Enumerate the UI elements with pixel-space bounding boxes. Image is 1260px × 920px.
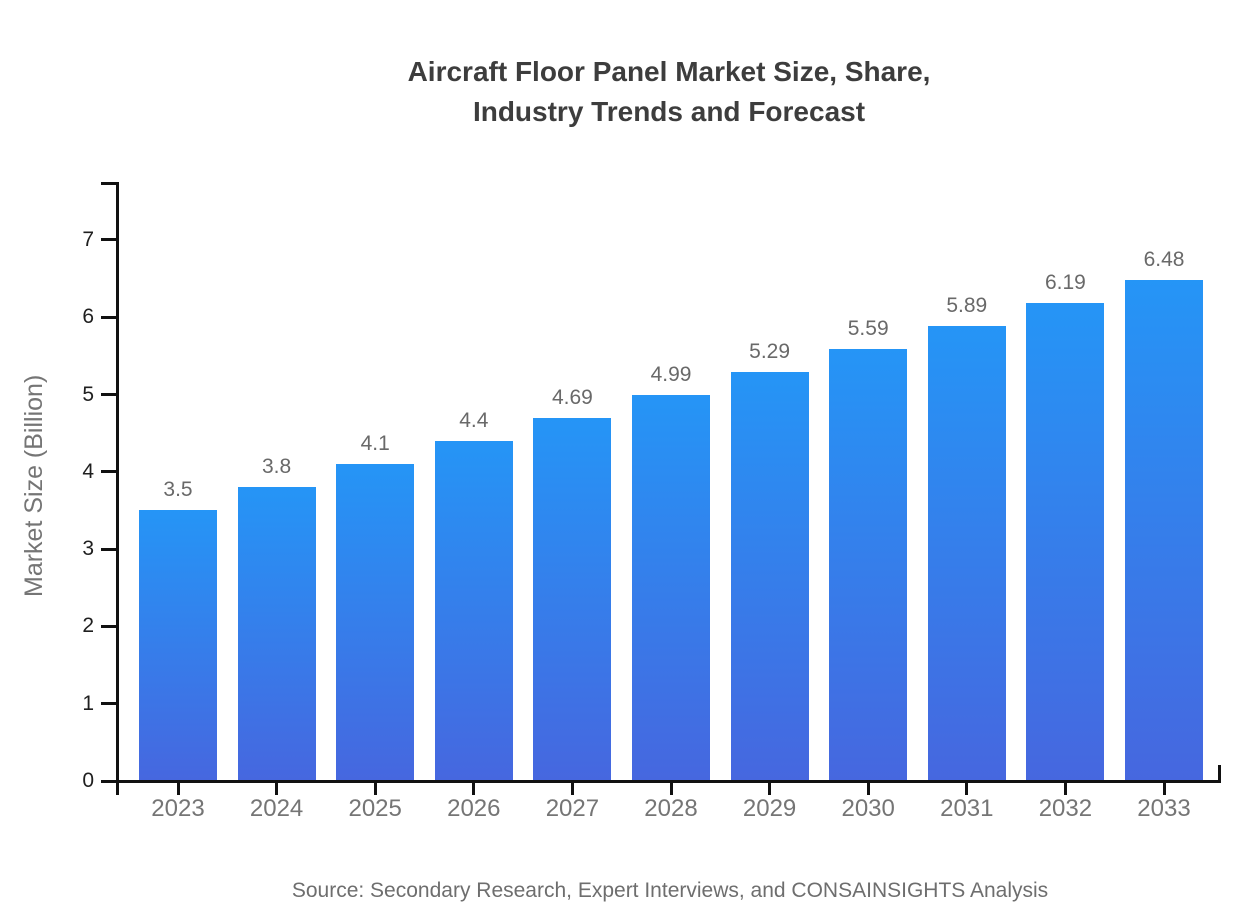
bar-value-label: 4.4 <box>459 408 489 432</box>
x-axis-tick-label: 2023 <box>151 795 205 822</box>
y-axis-tick <box>100 547 116 551</box>
bar-value-label: 5.59 <box>847 316 889 340</box>
x-axis-tick <box>176 781 180 795</box>
bar-value-label: 6.48 <box>1143 248 1185 272</box>
bar-2026 <box>434 440 513 780</box>
y-axis-tick <box>100 470 116 474</box>
x-axis-tick <box>669 781 673 795</box>
x-axis-tick-label: 2025 <box>348 795 402 822</box>
bar-2027 <box>533 418 612 780</box>
x-axis-line <box>115 779 1221 783</box>
x-axis-tick-label: 2033 <box>1137 795 1191 822</box>
y-axis-tick <box>100 238 116 242</box>
bar-value-label: 4.99 <box>650 363 692 387</box>
y-axis-tick-label: 2 <box>82 614 94 638</box>
x-axis-tick-label: 2029 <box>742 795 797 822</box>
source-note: Source: Secondary Research, Expert Inter… <box>291 879 1049 902</box>
bar-2031 <box>927 325 1006 780</box>
x-axis-tick <box>570 781 574 795</box>
x-axis-tick <box>472 781 476 795</box>
x-axis-tick <box>768 781 772 795</box>
y-axis-tick <box>100 315 116 319</box>
chart-title: Aircraft Floor Panel Market Size, Share,… <box>117 52 1221 132</box>
x-axis-tick-label: 2031 <box>940 795 994 822</box>
y-axis-tick <box>100 779 116 783</box>
y-axis-tick <box>100 702 116 706</box>
bar-2030 <box>829 348 908 780</box>
x-axis-tick <box>866 781 870 795</box>
bar-2029 <box>730 372 809 780</box>
bar-value-label: 3.8 <box>261 455 292 479</box>
y-axis-tick <box>100 393 116 396</box>
x-axis-tick-label: 2027 <box>545 795 600 822</box>
bar-value-label: 4.69 <box>551 386 593 410</box>
y-axis-tick-label: 7 <box>82 227 94 251</box>
y-axis-tick <box>100 624 116 628</box>
x-axis-tick <box>965 781 969 795</box>
x-axis-tick <box>1162 781 1166 795</box>
x-axis-tick-label: 2030 <box>841 795 895 822</box>
x-axis-tick-label: 2024 <box>249 795 304 822</box>
bar-value-label: 5.29 <box>749 340 791 364</box>
bar-value-label: 3.5 <box>163 478 193 502</box>
x-axis-end-cap <box>1218 764 1221 780</box>
y-axis-tick-label: 4 <box>82 459 94 483</box>
x-axis-tick <box>373 781 377 795</box>
bar-value-label: 5.89 <box>946 293 988 317</box>
x-axis-tick <box>1063 781 1067 795</box>
y-axis-tick-label: 0 <box>82 769 94 792</box>
y-axis-title: Market Size (Billion) <box>20 374 48 597</box>
y-axis-line <box>115 182 119 795</box>
y-axis-end-cap <box>100 182 116 185</box>
bar-2028 <box>632 395 710 780</box>
x-axis-tick-label: 2032 <box>1038 795 1093 822</box>
x-axis-tick-label: 2028 <box>644 795 698 822</box>
chart-title-line-1: Aircraft Floor Panel Market Size, Share, <box>407 56 931 87</box>
y-axis-tick-label: 5 <box>82 382 94 406</box>
x-axis-tick-label: 2026 <box>447 795 501 822</box>
bar-value-label: 4.1 <box>360 432 390 456</box>
chart-title-line-2: Industry Trends and Forecast <box>472 96 866 127</box>
bar-2033 <box>1125 280 1203 780</box>
bar-2024 <box>237 487 316 780</box>
bar-2025 <box>336 464 415 780</box>
y-axis-tick-label: 6 <box>82 305 94 329</box>
bar-value-label: 6.19 <box>1044 270 1086 294</box>
y-axis-tick-label: 3 <box>82 537 94 561</box>
bar-2032 <box>1026 302 1105 780</box>
x-axis-tick <box>275 781 279 795</box>
bar-2023 <box>139 510 217 780</box>
y-axis-tick-label: 1 <box>82 691 94 715</box>
